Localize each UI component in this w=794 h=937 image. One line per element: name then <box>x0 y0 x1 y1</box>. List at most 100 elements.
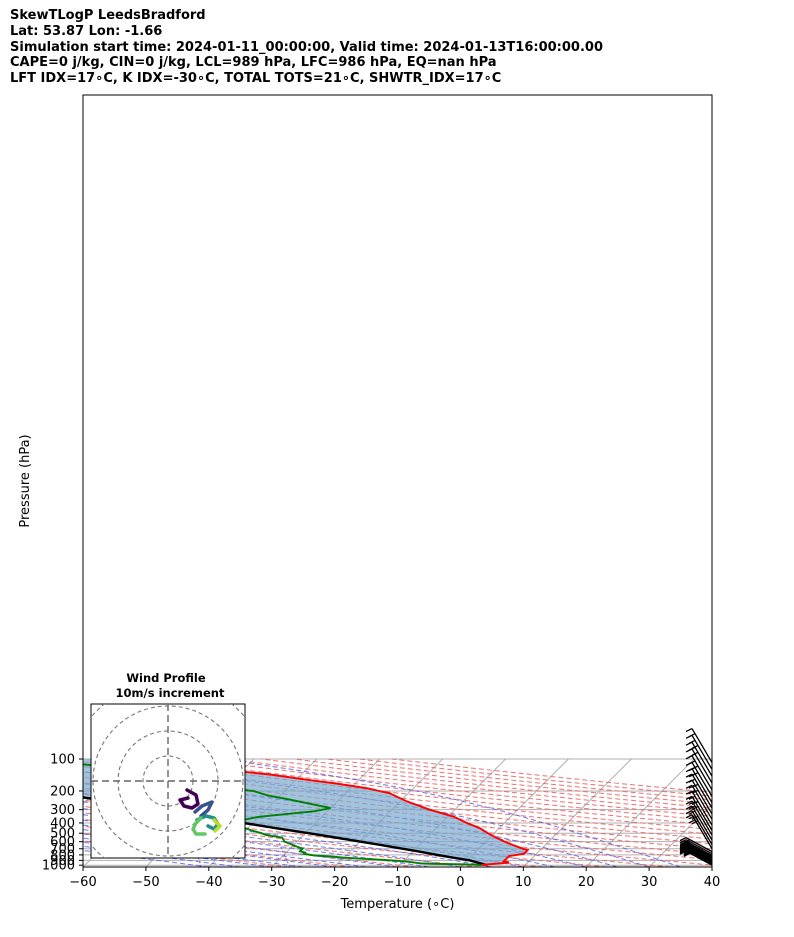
wind-barb-staff <box>691 800 713 836</box>
wind-barb-flag <box>685 741 693 746</box>
moist-adiabat <box>83 829 367 867</box>
dry-adiabat <box>196 758 712 817</box>
moist-adiabat <box>221 758 681 867</box>
wind-barb-staff <box>691 734 713 770</box>
wind-barb-flag <box>688 819 696 824</box>
wind-barb-staff <box>691 814 713 850</box>
wind-barb-staff <box>685 837 713 853</box>
x-tick-label: −20 <box>321 875 348 890</box>
stability-indices-2: LFT IDX=17∘C, K IDX=-30∘C, TOTAL TOTS=21… <box>10 71 502 87</box>
moist-adiabat <box>83 845 241 867</box>
moist-adiabat <box>83 837 304 867</box>
wind-barb-flag <box>679 849 687 854</box>
y-axis-label: Pressure (hPa) <box>18 434 33 527</box>
wind-barb-staff <box>685 840 713 857</box>
x-axis-label: Temperature (∘C) <box>340 897 455 912</box>
wind-barb-staff <box>685 839 713 855</box>
x-tick-label: 10 <box>515 875 532 890</box>
wind-barb-staff <box>691 796 713 831</box>
wind-barb-staff <box>691 779 713 815</box>
wind-barb <box>685 814 713 850</box>
wind-barb-flag <box>685 779 693 784</box>
isotherm-line <box>775 759 794 867</box>
wind-barb-flag <box>688 784 696 789</box>
wind-barb <box>679 850 713 866</box>
wind-barb-flag <box>679 844 687 849</box>
moist-adiabat <box>83 808 492 867</box>
wind-barb-flag <box>688 795 696 800</box>
y-tick-label: 900 <box>50 854 75 869</box>
y-tick-label: 600 <box>50 835 75 850</box>
y-tick-label: 800 <box>50 848 75 863</box>
x-tick-label: −60 <box>69 875 96 890</box>
wind-barb-staff <box>691 768 713 804</box>
wind-barb-flag <box>685 805 693 810</box>
dry-adiabat <box>131 758 712 826</box>
wind-barb <box>685 795 713 831</box>
wind-barb-staff <box>691 810 713 845</box>
isotherm-line <box>711 866 712 867</box>
wind-barb-staff <box>691 785 713 820</box>
isotherm-line <box>648 803 712 867</box>
chart-header: SkewTLogP LeedsBradford Lat: 53.87 Lon: … <box>10 8 603 87</box>
dry-adiabat <box>228 758 712 813</box>
hodograph-trace <box>193 800 214 818</box>
wind-barb-flag <box>685 734 693 739</box>
wind-barb-staff <box>691 805 713 841</box>
wind-barb-staff <box>691 748 713 784</box>
wind-barb-flag <box>685 748 693 753</box>
wind-barb-flag <box>685 814 693 819</box>
wind-barb-flag <box>688 800 696 806</box>
station-coordinates: Lat: 53.87 Lon: -1.66 <box>10 23 163 39</box>
wind-barb-flag <box>685 761 693 766</box>
wind-barb-staff <box>691 755 713 791</box>
x-tick-label: −10 <box>384 875 411 890</box>
wind-barb-flag <box>685 810 693 815</box>
parcel-profile-line <box>83 796 488 867</box>
wind-barb-flag <box>691 820 699 825</box>
y-tick-label: 200 <box>50 784 75 799</box>
mixing-ratio-line <box>278 841 291 867</box>
wind-barb-staff <box>685 845 713 861</box>
moist-adiabat <box>83 833 335 867</box>
wind-barb-flag <box>685 790 693 795</box>
y-tick-label: 100 <box>50 753 75 768</box>
wind-barb-staff <box>685 842 713 858</box>
wind-barb-flag <box>679 839 687 844</box>
wind-barb-flag <box>679 845 687 850</box>
wind-barb-flag <box>679 850 687 855</box>
wind-barb-staff <box>691 741 713 777</box>
y-tick-label: 700 <box>50 842 75 857</box>
wind-barb-staff <box>685 846 713 862</box>
wind-barb-staff <box>685 844 713 860</box>
wind-barb-flag <box>685 768 693 773</box>
x-tick-label: −40 <box>195 875 222 890</box>
moist-adiabat <box>83 814 461 867</box>
wind-barb-flag <box>683 852 691 857</box>
wind-barb-flag <box>679 837 687 842</box>
wind-barb-staff <box>691 728 713 763</box>
wind-barb-staff <box>685 846 713 862</box>
wind-barb-staff <box>685 850 713 866</box>
wind-barb-flag <box>688 805 696 810</box>
x-tick-label: −50 <box>132 875 159 890</box>
y-tick-label: 300 <box>50 803 75 818</box>
wind-barb <box>685 800 713 836</box>
x-tick-label: −30 <box>258 875 285 890</box>
y-tick-label: 500 <box>50 827 75 842</box>
wind-barb-staff <box>691 762 713 797</box>
moist-adiabat <box>83 849 209 867</box>
x-tick-label: 20 <box>578 875 595 890</box>
hodograph-subtitle: 10m/s increment <box>116 686 225 700</box>
wind-barb-staff <box>691 773 713 809</box>
wind-barb-flag <box>679 842 687 847</box>
wind-barb-flag <box>691 805 699 811</box>
wind-barb-flag <box>685 784 693 789</box>
chart-title: SkewTLogP LeedsBradford <box>10 8 206 23</box>
hodograph-title: Wind Profile <box>126 671 206 685</box>
x-tick-label: 0 <box>456 875 464 890</box>
hodograph-trace <box>178 788 200 810</box>
hodograph-trace <box>191 816 207 836</box>
hodograph-trace <box>212 818 222 833</box>
